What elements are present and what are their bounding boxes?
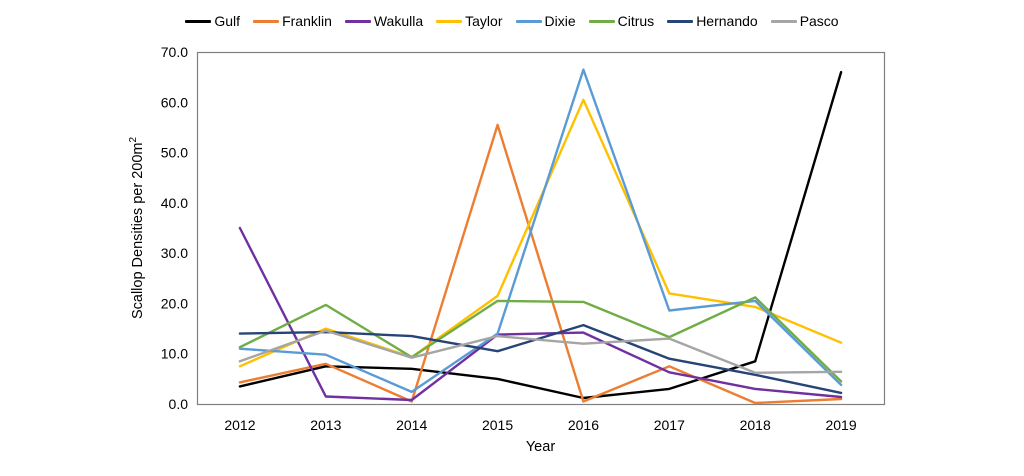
legend-label-dixie: Dixie [544, 13, 576, 29]
legend-item-taylor: Taylor [436, 13, 503, 29]
series-line-wakulla [238, 226, 843, 402]
y-tick-label: 70.0 [161, 44, 188, 60]
series-line-gulf [238, 70, 843, 400]
y-axis-title-superscript: 2 [128, 136, 140, 143]
legend-item-franklin: Franklin [253, 13, 332, 29]
x-tick-label: 2016 [568, 417, 599, 433]
legend-item-dixie: Dixie [515, 13, 576, 29]
legend-label-hernando: Hernando [696, 13, 758, 29]
legend-swatch-pasco [770, 19, 797, 23]
legend-swatch-franklin [253, 19, 280, 23]
x-tick-label: 2019 [825, 417, 856, 433]
legend-swatch-wakulla [344, 19, 371, 23]
legend-item-gulf: Gulf [185, 13, 240, 29]
y-axis-title-text: Scallop Densities per 200m [129, 142, 146, 320]
legend-label-citrus: Citrus [617, 13, 655, 29]
x-tick-label: 2014 [396, 417, 427, 433]
series-line-pasco [238, 329, 843, 374]
legend-label-taylor: Taylor [465, 13, 503, 29]
legend-label-gulf: Gulf [214, 13, 241, 29]
legend-swatch-citrus [588, 19, 615, 23]
legend-item-citrus: Citrus [588, 13, 655, 29]
series-line-taylor [238, 98, 843, 368]
legend-label-pasco: Pasco [799, 13, 839, 29]
legend-swatch-taylor [436, 19, 463, 23]
series-line-dixie [238, 68, 843, 394]
x-tick-label: 2015 [482, 417, 513, 433]
legend-label-franklin: Franklin [282, 13, 332, 29]
legend-item-wakulla: Wakulla [344, 13, 424, 29]
plot-frame [196, 51, 886, 406]
y-tick-label: 20.0 [161, 295, 188, 311]
chart-legend: Gulf Franklin Wakulla Taylor Dixie Citrus Hern… [0, 13, 1024, 29]
y-axis-title: Scallop Densities per 200m2 [128, 137, 146, 319]
legend-item-hernando: Hernando [667, 13, 758, 29]
series-line-citrus [238, 296, 843, 383]
y-tick-label: 40.0 [161, 195, 188, 211]
y-tick-label: 10.0 [161, 346, 188, 362]
y-tick-label: 0.0 [169, 396, 189, 412]
legend-label-wakulla: Wakulla [373, 13, 424, 29]
legend-swatch-gulf [185, 19, 212, 23]
y-tick-label: 60.0 [161, 94, 188, 110]
legend-swatch-dixie [515, 19, 542, 23]
legend-swatch-hernando [667, 19, 694, 23]
series-line-franklin [238, 123, 843, 405]
legend-item-pasco: Pasco [770, 13, 839, 29]
x-tick-label: 2018 [740, 417, 771, 433]
x-tick-label: 2012 [224, 417, 255, 433]
y-tick-label: 50.0 [161, 145, 188, 161]
x-axis-title: Year [525, 439, 556, 455]
series-line-hernando [238, 323, 843, 395]
x-tick-label: 2013 [310, 417, 341, 433]
y-tick-label: 30.0 [161, 245, 188, 261]
x-tick-label: 2017 [654, 417, 685, 433]
